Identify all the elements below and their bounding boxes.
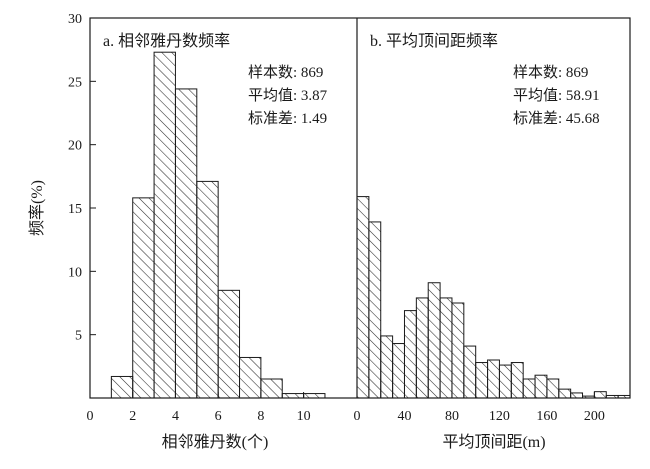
stat-a-0: 样本数: 869 bbox=[248, 64, 323, 81]
bar-b-20 bbox=[593, 391, 607, 399]
y-tick-label-4: 25 bbox=[68, 75, 82, 90]
stat-a-2: 标准差: 1.49 bbox=[248, 110, 327, 127]
x-tick-label-a-2: 4 bbox=[172, 409, 179, 424]
y-tick-label-2: 15 bbox=[68, 202, 82, 217]
x-axis-label-b: 平均顶间距(m) bbox=[442, 433, 545, 451]
x-tick-label-a-0: 0 bbox=[87, 409, 94, 424]
x-tick-label-a-4: 8 bbox=[257, 409, 264, 424]
bar-b-1 bbox=[368, 221, 382, 399]
bar-a-4 bbox=[196, 180, 219, 399]
x-tick-label-a-3: 6 bbox=[215, 409, 222, 424]
bar-b-2 bbox=[380, 335, 394, 399]
panel-title-b: b. 平均顶间距频率 bbox=[370, 32, 498, 50]
bar-b-17 bbox=[558, 388, 572, 399]
bar-b-9 bbox=[463, 345, 477, 399]
y-tick-label-3: 20 bbox=[68, 139, 82, 154]
bar-b-12 bbox=[498, 364, 512, 399]
bar-b-4 bbox=[403, 310, 417, 399]
panel-title-a: a. 相邻雅丹数频率 bbox=[103, 32, 230, 50]
bar-b-6 bbox=[427, 282, 441, 399]
x-tick-label-a-5: 10 bbox=[297, 409, 311, 424]
bar-a-2 bbox=[153, 51, 176, 399]
bar-b-10 bbox=[475, 362, 489, 399]
bar-b-0 bbox=[356, 196, 370, 399]
bar-b-11 bbox=[487, 359, 500, 399]
bar-a-5 bbox=[217, 289, 241, 399]
bar-a-8 bbox=[281, 393, 305, 399]
y-tick-label-0: 5 bbox=[75, 329, 82, 344]
bar-b-13 bbox=[510, 362, 524, 399]
bar-a-9 bbox=[303, 393, 326, 399]
x-tick-label-b-4: 160 bbox=[536, 409, 557, 424]
x-axis-label-a: 相邻雅丹数(个) bbox=[162, 433, 269, 451]
bar-b-18 bbox=[570, 392, 584, 399]
y-tick-label-5: 30 bbox=[68, 12, 82, 27]
bar-b-16 bbox=[546, 378, 560, 399]
x-tick-label-b-3: 120 bbox=[489, 409, 510, 424]
x-tick-label-b-1: 40 bbox=[397, 409, 411, 424]
stat-b-0: 样本数: 869 bbox=[513, 64, 588, 81]
bar-b-7 bbox=[439, 297, 453, 399]
bar-a-7 bbox=[260, 378, 283, 399]
bar-a-3 bbox=[174, 88, 198, 399]
bar-a-6 bbox=[239, 356, 262, 399]
bar-a-1 bbox=[132, 197, 155, 399]
bar-b-5 bbox=[415, 297, 429, 399]
x-tick-label-b-0: 0 bbox=[354, 409, 361, 424]
bar-b-8 bbox=[451, 302, 465, 399]
bar-b-14 bbox=[522, 378, 536, 399]
x-tick-label-b-5: 200 bbox=[584, 409, 605, 424]
stat-b-1: 平均值: 58.91 bbox=[513, 87, 600, 104]
bar-a-0 bbox=[110, 375, 134, 399]
x-tick-label-a-1: 2 bbox=[129, 409, 136, 424]
x-tick-label-b-2: 80 bbox=[445, 409, 459, 424]
plot-frame: 5 10 15 20 25 30 频率(%) bbox=[28, 12, 631, 399]
plot-border bbox=[89, 17, 631, 399]
bar-b-15 bbox=[534, 374, 548, 399]
y-axis-label: 频率(%) bbox=[28, 180, 46, 236]
bar-b-3 bbox=[392, 343, 405, 399]
stat-b-2: 标准差: 45.68 bbox=[513, 110, 600, 127]
y-tick-label-1: 10 bbox=[68, 265, 82, 280]
stat-a-1: 平均值: 3.87 bbox=[248, 87, 328, 104]
